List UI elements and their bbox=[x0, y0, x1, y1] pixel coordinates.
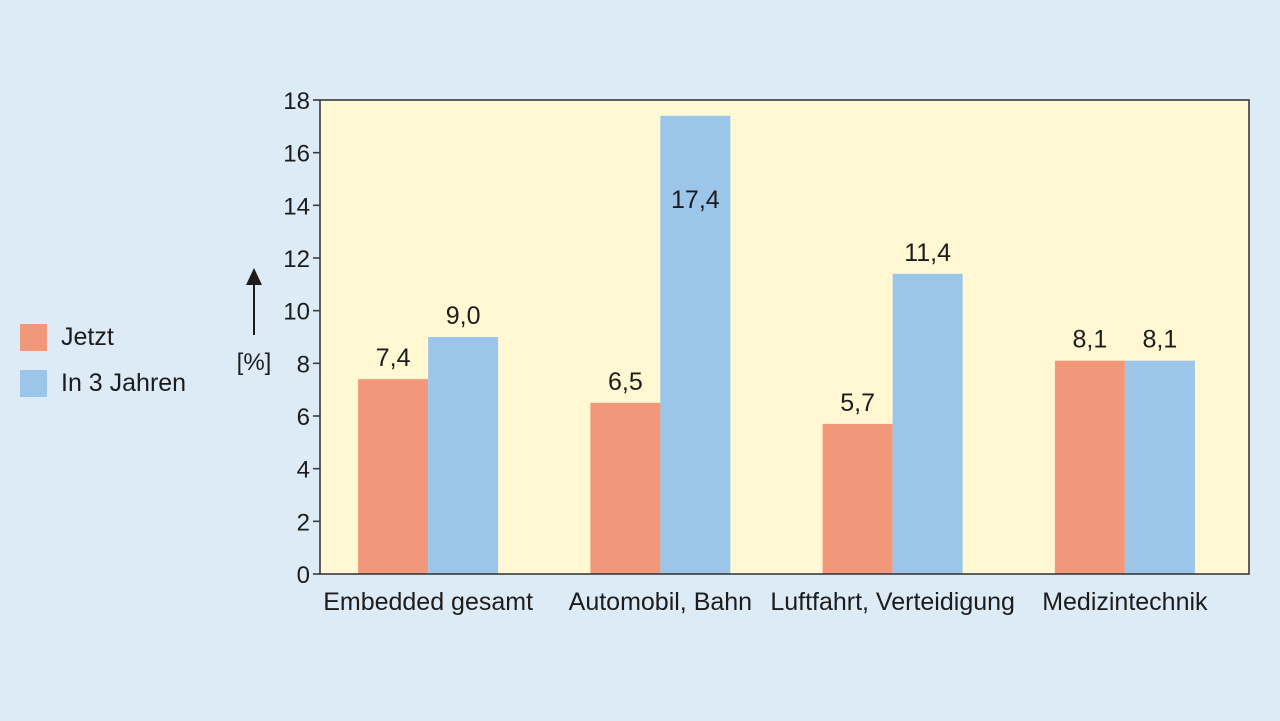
data-label-in-3-jahren-medizintechnik: 8,1 bbox=[1142, 326, 1177, 354]
y-axis-arrowhead-icon bbox=[246, 268, 262, 285]
bar-in-3-jahren-automobil-bahn bbox=[660, 115, 731, 575]
legend-swatch-in-3-jahren bbox=[20, 369, 47, 397]
y-tick-label: 4 bbox=[297, 457, 310, 484]
bar-jetzt-luftfahrt-verteidigung bbox=[822, 423, 893, 574]
y-tick-label: 8 bbox=[297, 351, 310, 378]
legend-label-jetzt: Jetzt bbox=[61, 322, 114, 351]
bars-group bbox=[358, 115, 1195, 575]
x-tick-label: Embedded gesamt bbox=[323, 588, 533, 616]
bar-in-3-jahren-luftfahrt-verteidigung bbox=[892, 273, 963, 574]
x-axis: Embedded gesamt Automobil, Bahn Luftfahrt,… bbox=[323, 588, 1208, 616]
legend-swatch-jetzt bbox=[20, 323, 47, 351]
bar-jetzt-embedded-gesamt bbox=[358, 379, 429, 574]
legend-label-in-3-jahren: In 3 Jahren bbox=[61, 368, 187, 397]
legend-item-in-3-jahren: In 3 Jahren bbox=[20, 360, 186, 406]
bar-jetzt-medizintechnik bbox=[1054, 360, 1125, 574]
data-label-jetzt-luftfahrt-verteidigung: 5,7 bbox=[840, 389, 875, 417]
y-tick-label: 10 bbox=[283, 299, 310, 326]
bar-jetzt-automobil-bahn bbox=[590, 402, 661, 574]
bar-in-3-jahren-medizintechnik bbox=[1124, 360, 1195, 574]
data-label-in-3-jahren-automobil-bahn: 17,4 bbox=[671, 186, 720, 214]
y-tick-label: 18 bbox=[283, 88, 310, 115]
y-tick-label: 6 bbox=[297, 404, 310, 431]
data-label-jetzt-automobil-bahn: 6,5 bbox=[608, 368, 643, 396]
plot-frame bbox=[319, 99, 1250, 575]
x-tick-label: Automobil, Bahn bbox=[569, 588, 752, 616]
y-tick-label: 12 bbox=[283, 246, 310, 273]
data-label-jetzt-medizintechnik: 8,1 bbox=[1072, 326, 1107, 354]
x-tick-label: Luftfahrt, Verteidigung bbox=[770, 588, 1015, 616]
data-label-jetzt-embedded-gesamt: 7,4 bbox=[376, 344, 411, 372]
y-axis: 0 2 4 6 8 10 12 14 16 18 bbox=[283, 88, 320, 589]
legend: Jetzt In 3 Jahren bbox=[20, 314, 186, 406]
data-label-in-3-jahren-embedded-gesamt: 9,0 bbox=[446, 302, 481, 330]
y-axis-unit: [%] bbox=[237, 268, 272, 376]
y-axis-label: [%] bbox=[237, 349, 272, 376]
legend-item-jetzt: Jetzt bbox=[20, 314, 186, 360]
x-tick-label: Medizintechnik bbox=[1042, 588, 1208, 616]
data-label-in-3-jahren-luftfahrt-verteidigung: 11,4 bbox=[904, 239, 951, 267]
y-tick-label: 14 bbox=[283, 193, 310, 220]
y-tick-label: 2 bbox=[297, 509, 310, 536]
y-tick-label: 0 bbox=[297, 562, 310, 589]
y-tick-label: 16 bbox=[283, 141, 310, 168]
bar-in-3-jahren-embedded-gesamt bbox=[428, 337, 499, 574]
bar-labels-group: 7,4 9,0 6,5 17,4 5,7 11,4 8,1 8,1 bbox=[376, 186, 1178, 417]
